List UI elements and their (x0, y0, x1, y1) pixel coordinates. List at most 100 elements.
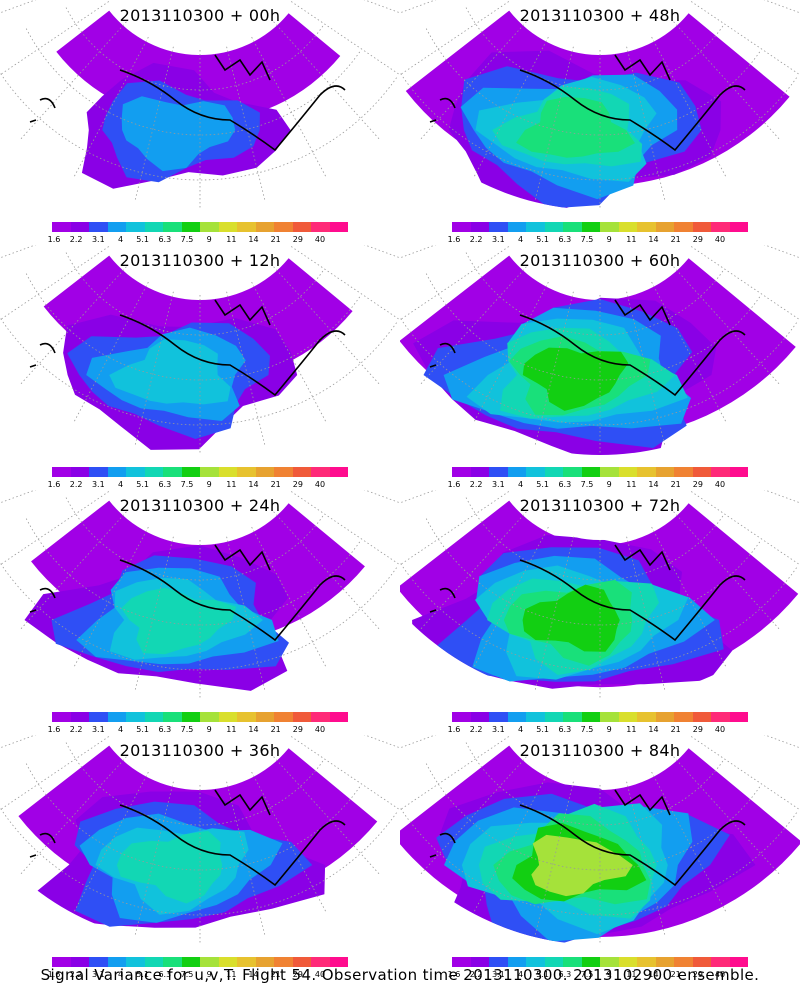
colorbar-tick-label: 1.6 (47, 480, 61, 489)
colorbar-tick-label: 21 (270, 970, 281, 979)
colorbar-swatch (163, 222, 182, 232)
colorbar-tick-label: 9 (206, 480, 212, 489)
panel-title: 2013110300 + 60h (519, 251, 681, 270)
colorbar-swatch (144, 222, 163, 232)
colorbar-swatch (526, 957, 545, 967)
colorbar-tick-label: 2.2 (69, 235, 83, 244)
colorbar-swatch (274, 712, 293, 722)
colorbar-swatch (452, 467, 471, 477)
colorbar-swatch (274, 467, 293, 477)
colorbar-tick-label: 4 (117, 235, 124, 244)
variance-contour-band (121, 587, 237, 655)
colorbar-swatch (507, 222, 526, 232)
colorbar-tick-label: 5.1 (136, 235, 150, 244)
colorbar-tick-label: 11 (626, 970, 637, 979)
colorbar-swatch (655, 467, 674, 477)
colorbar-swatch (544, 467, 563, 477)
colorbar-tick-label: 6.3 (558, 725, 572, 734)
colorbar-swatch (218, 222, 237, 232)
colorbar-swatch (237, 712, 256, 722)
colorbar (452, 957, 748, 967)
colorbar-swatch (126, 957, 145, 967)
colorbar-swatch (452, 712, 471, 722)
colorbar-tick-label: 1.6 (447, 235, 461, 244)
variance-map (400, 0, 800, 210)
colorbar-tick-label: 14 (248, 480, 259, 489)
colorbar-swatch (581, 712, 600, 722)
colorbar-swatch (470, 957, 489, 967)
colorbar-tick-label: 7.5 (180, 235, 194, 244)
colorbar-tick-label: 4 (117, 480, 124, 489)
colorbar-tick-label: 4 (517, 480, 524, 489)
colorbar-tick-label: 14 (648, 970, 659, 979)
colorbar-swatch (711, 222, 730, 232)
colorbar-tick-label: 21 (270, 725, 281, 734)
coastline (429, 544, 746, 642)
coastline (429, 789, 746, 887)
colorbar-swatch (618, 467, 637, 477)
colorbar-swatch (692, 222, 711, 232)
colorbar-tick-label: 6.3 (558, 235, 572, 244)
colorbar-swatch (452, 957, 471, 967)
colorbar-tick-label: 29 (292, 725, 303, 734)
colorbar-tick-label: 14 (648, 235, 659, 244)
colorbar-tick-label: 40 (714, 725, 726, 734)
colorbar-tick-label: 9 (206, 970, 212, 979)
colorbar-tick-label: 9 (206, 725, 212, 734)
variance-contour-band (116, 830, 223, 904)
colorbar-swatch (544, 957, 563, 967)
colorbar-tick-label: 5.1 (536, 725, 550, 734)
colorbar-swatch (89, 712, 108, 722)
colorbar-swatch (70, 712, 89, 722)
colorbar-swatch (329, 957, 348, 967)
colorbar-tick-label: 11 (226, 235, 237, 244)
map-panel: 2013110300 + 00h 1.6 2.2 3.1 4 5.1 6.3 7.5 9 11 14… (0, 0, 400, 245)
colorbar-tick-label: 9 (606, 970, 612, 979)
colorbar-tick-label: 29 (692, 480, 703, 489)
variance-map (0, 735, 400, 945)
colorbar-swatch (218, 712, 237, 722)
colorbar-swatch (563, 712, 582, 722)
colorbar-swatch (655, 957, 674, 967)
colorbar-tick-label: 40 (714, 235, 726, 244)
variance-map (0, 0, 400, 210)
colorbar-swatch (507, 467, 526, 477)
colorbar-swatch (563, 957, 582, 967)
colorbar-tick-label: 29 (292, 970, 303, 979)
colorbar-swatch (107, 467, 126, 477)
colorbar-swatch (52, 712, 71, 722)
panel-title: 2013110300 + 72h (519, 496, 681, 515)
colorbar (452, 712, 748, 722)
colorbar-swatch (729, 467, 748, 477)
colorbar-tick-label: 1.6 (47, 725, 61, 734)
colorbar-swatch (237, 957, 256, 967)
colorbar-tick-label: 7.5 (180, 725, 194, 734)
map-graticule (400, 0, 800, 210)
colorbar (52, 957, 348, 967)
colorbar-swatch (692, 712, 711, 722)
colorbar-tick-label: 3.1 (491, 970, 505, 979)
colorbar-tick-label: 40 (714, 970, 726, 979)
panel-title: 2013110300 + 36h (119, 741, 281, 760)
colorbar-labels: 1.6 2.2 3.1 4 5.1 6.3 7.5 9 11 14 21 29 40 (48, 725, 348, 735)
map-graticule (400, 490, 800, 700)
colorbar-tick-label: 11 (626, 480, 637, 489)
coastline (429, 299, 746, 397)
colorbar-tick-label: 7.5 (580, 480, 594, 489)
colorbar-swatch (163, 957, 182, 967)
colorbar-swatch (311, 222, 330, 232)
colorbar-tick-label: 3.1 (491, 480, 505, 489)
colorbar-tick-label: 21 (270, 235, 281, 244)
colorbar-tick-label: 6.3 (158, 970, 172, 979)
colorbar-swatch (292, 222, 311, 232)
colorbar-swatch (489, 712, 508, 722)
colorbar-swatch (674, 712, 693, 722)
colorbar-swatch (89, 222, 108, 232)
colorbar-tick-label: 40 (314, 480, 326, 489)
colorbar-swatch (600, 467, 619, 477)
colorbar-swatch (581, 222, 600, 232)
colorbar-tick-label: 2.2 (469, 235, 483, 244)
variance-map (0, 245, 400, 455)
colorbar-labels: 1.6 2.2 3.1 4 5.1 6.3 7.5 9 11 14 21 29 40 (448, 970, 748, 980)
colorbar-tick-label: 6.3 (158, 235, 172, 244)
